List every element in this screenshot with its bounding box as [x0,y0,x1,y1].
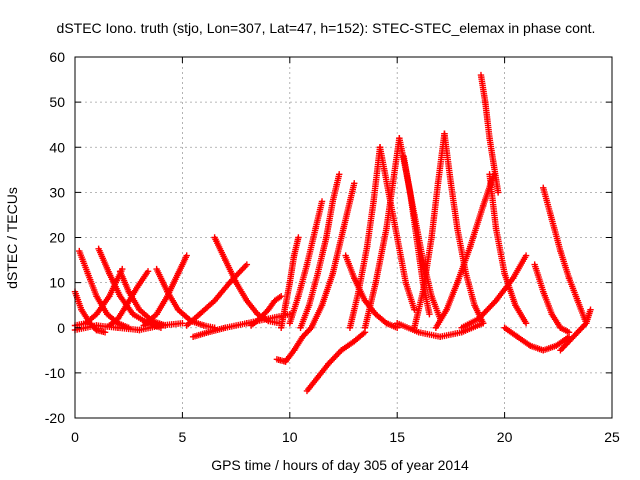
data-point [144,268,152,275]
y-tick-label: 0 [57,320,65,336]
grid [75,57,612,418]
series-arc-36 [71,320,186,334]
series-arc-17 [303,329,369,395]
series-arc-30 [458,252,530,331]
data-point [278,292,285,300]
y-axis-title: dSTEC / TECUs [4,187,20,289]
tick-labels: 0 5 10 15 20 25 -20 -10 0 10 20 30 40 50 60 [45,49,620,445]
data-point [243,261,251,268]
y-tick-label: 10 [49,275,65,291]
data-point [351,180,358,187]
series-arc-27 [432,171,498,331]
data-point [295,234,302,241]
series-arc-33 [531,261,573,336]
series-arc-28 [477,71,502,196]
series-arc-34 [557,306,594,354]
data-point [426,311,433,318]
y-tick-label: 60 [49,49,65,65]
series-arc-12 [247,292,285,329]
series-arc-29 [486,171,530,327]
y-tick-label: 50 [49,94,65,110]
data-point [522,252,530,259]
series-arc-32 [540,184,590,327]
data-point [479,320,487,327]
x-tick-label: 0 [71,429,79,445]
x-tick-label: 10 [282,429,298,445]
series-arc-13 [273,324,315,365]
series-arc-10 [211,234,283,327]
series-arc-18 [308,180,358,331]
series-arc-16 [297,171,343,331]
y-tick-label: -20 [45,410,65,426]
series-arc-07 [140,252,190,329]
data-point [183,252,190,259]
x-tick-label: 5 [179,429,187,445]
x-tick-label: 25 [604,429,620,445]
y-tick-label: -10 [45,365,65,381]
data-point [587,306,594,313]
series-arc-24 [400,153,433,318]
y-tick-label: 20 [49,230,65,246]
data-point [336,171,343,178]
x-tick-label: 20 [497,429,513,445]
data-point [522,320,530,327]
data-point [565,329,573,336]
series-arc-20 [346,144,384,331]
axis-ticks [74,56,613,419]
data-point [411,306,418,313]
series-arc-22 [376,144,418,313]
series-arc-15 [286,198,326,327]
series-arc-09 [183,261,251,329]
data-point [494,189,502,196]
plot-points [71,71,594,395]
series-arc-08 [153,265,218,331]
series-arc-26 [441,130,487,327]
data-point [318,198,326,205]
x-tick-label: 15 [389,429,405,445]
x-axis-title: GPS time / hours of day 305 of year 2014 [211,457,469,473]
data-point [101,329,109,336]
y-tick-label: 40 [49,139,65,155]
series-arc-14 [278,234,302,331]
data-point [179,320,186,327]
y-tick-label: 30 [49,184,65,200]
series-arc-31 [501,324,573,354]
chart-title: dSTEC Iono. truth (stjo, Lon=307, Lat=47… [57,20,596,36]
series-arc-35 [394,320,487,340]
